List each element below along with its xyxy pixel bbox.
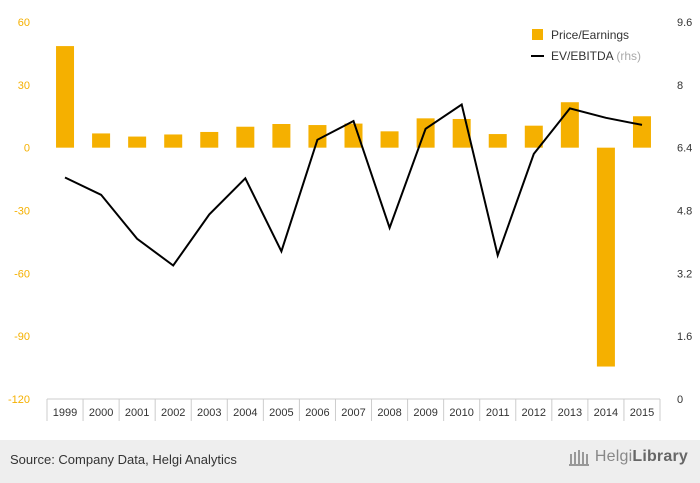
pe-bar-2006 — [308, 125, 327, 148]
pe-bar-2012 — [524, 125, 543, 148]
right-tick-label: 8 — [677, 80, 683, 92]
left-tick-label: -120 — [8, 394, 30, 406]
legend-swatch-pe — [532, 29, 543, 40]
ev-ebitda-line — [64, 102, 643, 267]
x-tick-label: 2002 — [161, 407, 185, 419]
right-axis: 9.6 8 6.4 4.8 3.2 1.6 0 — [677, 17, 692, 406]
footer: Source: Company Data, Helgi Analytics He… — [0, 440, 700, 483]
pe-bars — [56, 46, 651, 367]
left-tick-label: 60 — [18, 17, 30, 29]
ev-ebitda-line-layer — [64, 102, 643, 267]
x-tick-label: 2004 — [233, 407, 257, 419]
helgi-library-logo: HelgiLibrary — [568, 448, 688, 466]
x-tick-label: 2005 — [269, 407, 293, 419]
x-tick-label: 1999 — [53, 407, 77, 419]
logo-text-light: Helgi — [594, 448, 633, 466]
legend-label-pe: Price/Earnings — [551, 28, 629, 42]
right-tick-label: 6.4 — [677, 143, 692, 155]
x-tick-label: 2007 — [341, 407, 365, 419]
pe-bar-2011 — [488, 134, 507, 148]
source-note: Source: Company Data, Helgi Analytics — [10, 452, 237, 467]
legend-label-ev: EV/EBITDA (rhs) — [551, 49, 641, 63]
pe-bar-2003 — [200, 131, 219, 148]
x-tick-label: 2012 — [522, 407, 546, 419]
pe-bar-2008 — [380, 131, 399, 148]
x-tick-label: 2013 — [558, 407, 582, 419]
pe-bar-2002 — [164, 134, 183, 148]
pe-bar-2014 — [596, 147, 615, 367]
x-tick-label: 2010 — [449, 407, 473, 419]
x-tick-label: 2015 — [630, 407, 654, 419]
x-tick-label: 2009 — [413, 407, 437, 419]
pe-bar-2007 — [344, 123, 363, 148]
left-tick-label: 0 — [24, 143, 30, 155]
right-tick-label: 3.2 — [677, 268, 692, 280]
left-axis: 60 30 0 -30 -60 -90 -120 — [8, 17, 30, 406]
x-tick-label: 2011 — [486, 407, 510, 419]
logo-text-bold: Library — [632, 448, 688, 466]
left-tick-label: 30 — [18, 80, 30, 92]
x-tick-label: 2001 — [125, 407, 149, 419]
pe-bar-2015 — [632, 116, 651, 148]
pe-bar-2005 — [272, 123, 291, 148]
x-tick-label: 2006 — [305, 407, 329, 419]
x-axis: 1999 2000 2001 2002 2003 2004 2005 2006 2007 2008… — [46, 398, 661, 421]
legend: Price/Earnings EV/EBITDA (rhs) — [531, 28, 641, 63]
right-tick-label: 9.6 — [677, 17, 692, 29]
x-tick-label: 2003 — [197, 407, 221, 419]
right-tick-label: 0 — [677, 394, 683, 406]
x-tick-label: 2000 — [89, 407, 113, 419]
pe-bar-2000 — [92, 133, 111, 148]
left-tick-label: -30 — [14, 206, 30, 218]
left-tick-label: -60 — [14, 268, 30, 280]
chart: 1999 2000 2001 2002 2003 2004 2005 2006 2007 2008… — [8, 17, 692, 421]
library-icon — [568, 450, 589, 466]
pe-bar-2001 — [128, 136, 147, 148]
right-tick-label: 1.6 — [677, 331, 692, 343]
x-tick-label: 2014 — [594, 407, 618, 419]
pe-bar-1999 — [56, 46, 75, 148]
legend-label-rhs: (rhs) — [616, 49, 641, 63]
right-tick-label: 4.8 — [677, 206, 692, 218]
left-tick-label: -90 — [14, 331, 30, 343]
x-tick-label: 2008 — [377, 407, 401, 419]
pe-bar-2004 — [236, 126, 255, 148]
